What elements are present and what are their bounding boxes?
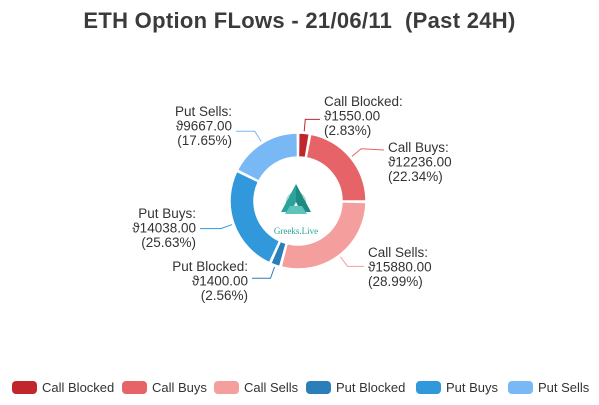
legend-item-call-sells[interactable]: Call Sells — [214, 378, 298, 396]
legend-label: Call Blocked — [42, 379, 115, 395]
slice-label-put-buys: Put Buys: ϑ14038.00 (25.63%) — [132, 206, 196, 250]
slice-put-buys[interactable] — [229, 170, 281, 264]
leader-line-put-buys — [200, 224, 233, 230]
legend-label: Put Buys — [446, 379, 499, 395]
legend-swatch — [214, 380, 239, 394]
leader-lines-layer — [200, 118, 385, 279]
chart-legend: Call Blocked Call Buys Call Sells Put Block… — [0, 378, 599, 398]
slice-label-put-blocked: Put Blocked: ϑ1400.00 (2.56%) — [172, 259, 248, 303]
legend-swatch — [12, 380, 37, 394]
legend-item-call-blocked[interactable]: Call Blocked — [12, 378, 114, 396]
slice-call-buys[interactable] — [305, 133, 367, 202]
slice-labels-layer: Call Blocked: ϑ1550.00 (2.83%)Call Buys: ϑ1… — [132, 94, 451, 303]
greeks-live-logo-icon: Greeks.Live — [274, 184, 318, 236]
legend-label: Put Sells — [538, 379, 590, 395]
slices-layer — [229, 132, 367, 270]
slice-call-sells[interactable] — [280, 201, 367, 270]
legend-item-call-buys[interactable]: Call Buys — [122, 378, 207, 396]
leader-line-call-sells — [339, 256, 364, 267]
slice-call-blocked[interactable] — [297, 132, 311, 159]
legend-label: Call Sells — [244, 379, 299, 395]
leader-line-call-blocked — [303, 118, 320, 132]
legend-item-put-blocked[interactable]: Put Blocked — [306, 378, 405, 396]
logo-text: Greeks.Live — [274, 226, 318, 236]
slice-label-put-sells: Put Sells: ϑ9667.00 (17.65%) — [175, 104, 232, 148]
legend-label: Put Blocked — [336, 379, 406, 395]
chart-title: ETH Option FLows - 21/06/11 (Past 24H) — [83, 8, 516, 33]
leader-line-put-blocked — [252, 266, 276, 279]
slice-put-sells[interactable] — [236, 132, 299, 182]
slice-label-call-buys: Call Buys: ϑ12236.00 (22.34%) — [388, 140, 452, 184]
slice-put-blocked[interactable] — [270, 240, 287, 268]
slice-label-call-blocked: Call Blocked: ϑ1550.00 (2.83%) — [324, 94, 403, 138]
leader-line-call-buys — [351, 148, 385, 157]
slice-label-call-sells: Call Sells: ϑ15880.00 (28.99%) — [368, 245, 432, 289]
legend-item-put-buys[interactable]: Put Buys — [416, 378, 498, 396]
legend-label: Call Buys — [152, 379, 207, 395]
legend-swatch — [508, 380, 533, 394]
leader-line-put-sells — [236, 130, 262, 142]
legend-swatch — [122, 380, 147, 394]
legend-swatch — [306, 380, 331, 394]
legend-item-put-sells[interactable]: Put Sells — [508, 378, 589, 396]
legend-swatch — [416, 380, 441, 394]
